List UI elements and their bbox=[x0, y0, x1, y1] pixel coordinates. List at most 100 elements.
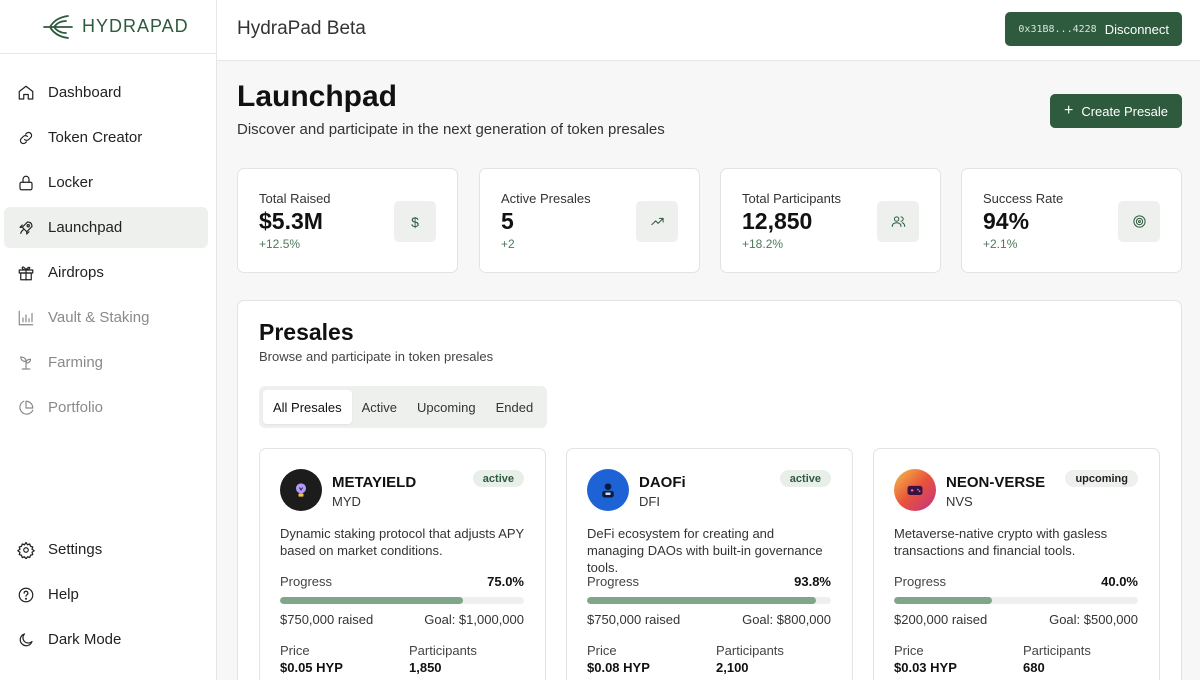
progress-percent: 75.0% bbox=[487, 574, 524, 589]
sidebar: HYDRAPAD Dashboard Token Creator Locker … bbox=[0, 0, 217, 680]
project-symbol: DFI bbox=[639, 494, 660, 509]
sidebar-item-label: Launchpad bbox=[48, 219, 123, 236]
project-description: DeFi ecosystem for creating and managing… bbox=[587, 526, 823, 575]
price-value: $0.05 HYP bbox=[280, 660, 343, 675]
progress-bar-fill bbox=[587, 597, 816, 604]
participants-label: Participants bbox=[409, 643, 477, 658]
lock-icon bbox=[17, 174, 35, 192]
tab-ended[interactable]: Ended bbox=[495, 399, 534, 415]
stat-change: +12.5% bbox=[259, 237, 301, 251]
sidebar-item-locker[interactable]: Locker bbox=[4, 162, 208, 203]
pie-chart-icon bbox=[17, 399, 35, 417]
project-name: DAOFi bbox=[639, 474, 686, 491]
link-icon bbox=[17, 129, 35, 147]
wallet-address: 0x31B8...4228 bbox=[1018, 23, 1097, 35]
price-value: $0.03 HYP bbox=[894, 660, 957, 675]
stat-change: +2.1% bbox=[983, 237, 1018, 251]
progress-bar bbox=[280, 597, 524, 604]
trending-up-icon bbox=[636, 201, 678, 242]
sidebar-item-dashboard[interactable]: Dashboard bbox=[4, 72, 208, 113]
stat-value: 5 bbox=[501, 208, 514, 234]
raised-amount: $200,000 raised bbox=[894, 612, 988, 627]
plus-icon: + bbox=[1063, 102, 1074, 119]
sidebar-item-label: Airdrops bbox=[48, 264, 104, 281]
stat-change: +18.2% bbox=[742, 237, 784, 251]
participants-label: Participants bbox=[716, 643, 784, 658]
stat-card-active-presales: Active Presales 5 +2 bbox=[479, 168, 700, 273]
participants-label: Participants bbox=[1023, 643, 1091, 658]
hydra-logo-icon bbox=[43, 14, 73, 39]
lightbulb-icon bbox=[280, 469, 322, 511]
participants-value: 680 bbox=[1023, 660, 1045, 675]
sidebar-item-help[interactable]: Help bbox=[4, 574, 208, 615]
target-icon bbox=[1118, 201, 1160, 242]
disconnect-label: Disconnect bbox=[1104, 21, 1169, 37]
sidebar-item-portfolio[interactable]: Portfolio bbox=[4, 387, 208, 428]
stat-label: Success Rate bbox=[983, 191, 1064, 206]
progress-label: Progress bbox=[280, 574, 333, 589]
presales-panel: Presales Browse and participate in token… bbox=[237, 300, 1182, 680]
create-presale-button[interactable]: + Create Presale bbox=[1050, 94, 1182, 128]
project-symbol: NVS bbox=[946, 494, 973, 509]
sidebar-item-label: Token Creator bbox=[48, 129, 143, 146]
project-description: Dynamic staking protocol that adjusts AP… bbox=[280, 526, 524, 558]
stat-card-total-raised: Total Raised $5.3M +12.5% $ bbox=[237, 168, 458, 273]
status-badge: active bbox=[472, 470, 524, 487]
sidebar-item-launchpad[interactable]: Launchpad bbox=[4, 207, 208, 248]
sidebar-item-dark-mode[interactable]: Dark Mode bbox=[4, 619, 208, 660]
sidebar-nav: Dashboard Token Creator Locker Launchpad… bbox=[4, 72, 208, 432]
tab-active[interactable]: Active bbox=[361, 399, 398, 415]
price-label: Price bbox=[894, 643, 924, 658]
users-icon bbox=[877, 201, 919, 242]
status-badge: upcoming bbox=[1065, 470, 1138, 487]
project-description: Metaverse-native crypto with gasless tra… bbox=[894, 526, 1108, 558]
presale-card-daofi[interactable]: DAOFi DFI active DeFi ecosystem for crea… bbox=[566, 448, 853, 680]
tab-upcoming[interactable]: Upcoming bbox=[417, 399, 476, 415]
brand[interactable]: HYDRAPAD bbox=[0, 0, 216, 54]
sidebar-item-label: Locker bbox=[48, 174, 94, 191]
sidebar-item-farming[interactable]: Farming bbox=[4, 342, 208, 383]
sidebar-item-settings[interactable]: Settings bbox=[4, 529, 208, 570]
presale-tabs: All Presales Active Upcoming Ended bbox=[259, 386, 548, 428]
sidebar-item-label: Vault & Staking bbox=[48, 309, 150, 326]
create-presale-label: Create Presale bbox=[1081, 103, 1169, 119]
presale-card-neon-verse[interactable]: NEON-VERSE NVS upcoming Metaverse-native… bbox=[873, 448, 1160, 680]
gear-icon bbox=[17, 541, 35, 559]
raised-amount: $750,000 raised bbox=[280, 612, 374, 627]
app-title: HydraPad Beta bbox=[237, 18, 366, 39]
stat-change: +2 bbox=[501, 237, 515, 251]
progress-bar bbox=[587, 597, 831, 604]
project-name: METAYIELD bbox=[332, 474, 417, 491]
progress-label: Progress bbox=[587, 574, 640, 589]
stat-label: Total Participants bbox=[742, 191, 841, 206]
goal-amount: Goal: $1,000,000 bbox=[424, 612, 524, 627]
sidebar-item-airdrops[interactable]: Airdrops bbox=[4, 252, 208, 293]
sidebar-bottom-nav: Settings Help Dark Mode bbox=[4, 529, 208, 664]
presales-title: Presales bbox=[259, 319, 354, 345]
goal-amount: Goal: $800,000 bbox=[742, 612, 831, 627]
gamepad-icon bbox=[894, 469, 936, 511]
presales-subtitle: Browse and participate in token presales bbox=[259, 349, 494, 364]
sidebar-item-vault-staking[interactable]: Vault & Staking bbox=[4, 297, 208, 338]
status-badge: active bbox=[779, 470, 831, 487]
rocket-icon bbox=[17, 219, 35, 237]
page-subtitle: Discover and participate in the next gen… bbox=[237, 121, 665, 138]
home-icon bbox=[17, 84, 35, 102]
presale-card-metayield[interactable]: METAYIELD MYD active Dynamic staking pro… bbox=[259, 448, 546, 680]
sidebar-item-label: Dashboard bbox=[48, 84, 122, 101]
price-label: Price bbox=[587, 643, 617, 658]
disconnect-wallet-button[interactable]: 0x31B8...4228 Disconnect bbox=[1005, 12, 1182, 46]
project-name: NEON-VERSE bbox=[946, 474, 1046, 491]
sidebar-item-token-creator[interactable]: Token Creator bbox=[4, 117, 208, 158]
sidebar-item-label: Help bbox=[48, 586, 79, 603]
stat-card-total-participants: Total Participants 12,850 +18.2% bbox=[720, 168, 941, 273]
tab-all-presales[interactable]: All Presales bbox=[263, 390, 352, 424]
sprout-icon bbox=[17, 354, 35, 372]
dollar-icon: $ bbox=[394, 201, 436, 242]
participants-value: 2,100 bbox=[716, 660, 749, 675]
gift-icon bbox=[17, 264, 35, 282]
sidebar-item-label: Farming bbox=[48, 354, 104, 371]
brand-name: HYDRAPAD bbox=[82, 16, 189, 36]
stat-label: Active Presales bbox=[501, 191, 591, 206]
sidebar-item-label: Dark Mode bbox=[48, 631, 122, 648]
